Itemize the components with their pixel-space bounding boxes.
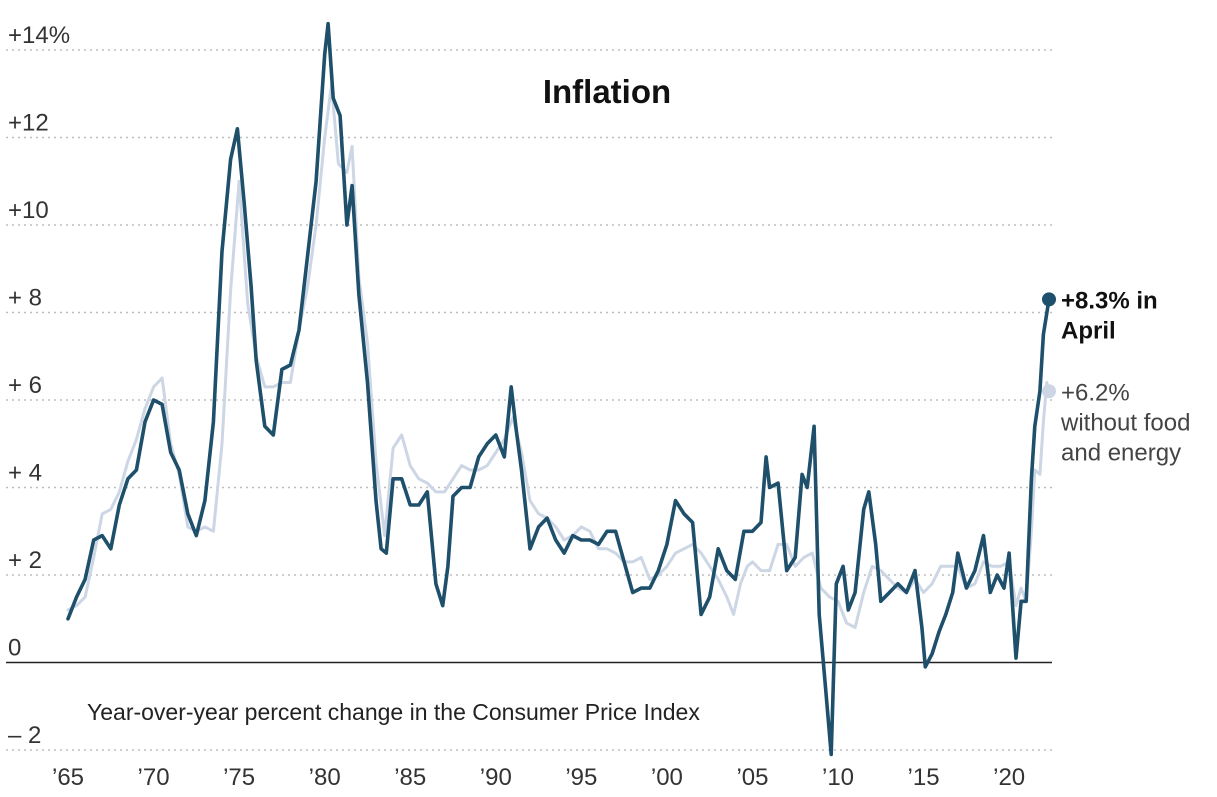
series-line-headline: [66, 21, 1051, 757]
series-end-label-line: April: [1061, 317, 1116, 344]
x-tick-label: ’70: [138, 764, 170, 791]
y-axis-tick-labels: +14% +12 +10 + 8 + 6 + 4 + 2 0 – 2: [8, 22, 70, 749]
x-tick-label: ’10: [822, 764, 854, 791]
x-tick-label: ’80: [309, 764, 341, 791]
x-tick-label: ’15: [908, 764, 940, 791]
x-axis-tick-labels: ’65 ’70 ’75 ’80 ’85 ’90 ’95 ’00 ’05 ’10 ’15 ’20: [52, 764, 1025, 791]
y-tick-label: +14%: [8, 22, 70, 49]
series-end-label-core: +6.2% without food and energy: [1060, 379, 1190, 466]
x-tick-label: ’85: [394, 764, 426, 791]
series-end-label-line: +8.3% in: [1061, 287, 1158, 314]
chart-title: Inflation: [543, 73, 671, 110]
x-tick-label: ’20: [993, 764, 1025, 791]
series-end-label-headline: +8.3% in April: [1061, 287, 1158, 344]
x-tick-label: ’90: [480, 764, 512, 791]
gridlines: [6, 49, 1052, 751]
y-tick-label: + 8: [8, 285, 42, 312]
x-tick-label: ’95: [565, 764, 597, 791]
x-tick-label: ’00: [651, 764, 683, 791]
x-tick-label: ’05: [736, 764, 768, 791]
series-end-label-line: and energy: [1061, 439, 1181, 466]
series-end-labels: +8.3% in April +6.2% without food and energy: [1042, 287, 1190, 466]
y-tick-label: + 6: [8, 372, 42, 399]
series-line-core: [66, 83, 1051, 629]
y-tick-label: 0: [8, 635, 21, 662]
y-tick-label: – 2: [8, 722, 41, 749]
series-end-label-line: +6.2%: [1061, 379, 1130, 406]
y-tick-label: + 2: [8, 547, 42, 574]
series-end-dot-headline: [1042, 292, 1056, 307]
series-end-dot-core: [1042, 384, 1056, 399]
series-end-label-line: without food: [1060, 409, 1190, 436]
y-tick-label: +12: [8, 110, 49, 137]
y-tick-label: + 4: [8, 460, 42, 487]
x-tick-label: ’75: [223, 764, 255, 791]
x-tick-label: ’65: [52, 764, 84, 791]
y-tick-label: +10: [8, 197, 49, 224]
chart-subtitle: Year-over-year percent change in the Con…: [87, 699, 700, 725]
series-lines: [66, 21, 1051, 757]
